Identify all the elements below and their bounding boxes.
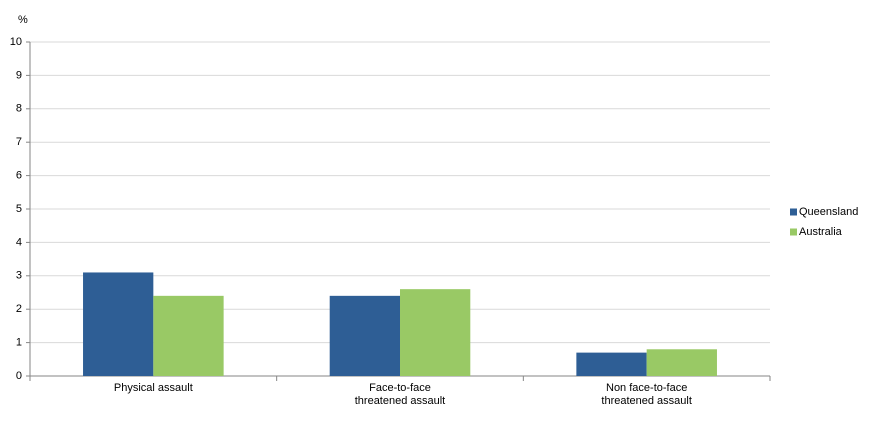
bar [329,295,400,376]
y-tick-label: 2 [16,303,22,315]
y-tick-label: 10 [10,36,22,48]
bar [83,272,154,376]
x-tick-label: Face-to-face threatened assault [355,382,446,407]
y-tick-label: 5 [16,203,22,215]
y-axis-label: % [18,14,28,26]
y-tick-label: 0 [16,370,22,382]
y-tick-label: 3 [16,270,22,282]
legend-swatch [790,208,797,216]
legend-swatch [790,228,797,236]
bar [576,352,647,376]
y-tick-label: 7 [16,136,22,148]
bar [153,295,224,376]
legend-label: Queensland [799,206,858,218]
y-tick-label: 6 [16,170,22,182]
legend-label: Australia [799,226,843,238]
x-tick-label: Non face-to-face threatened assault [601,382,692,407]
bar [646,349,717,376]
y-tick-label: 1 [16,337,22,349]
y-tick-label: 4 [16,236,22,248]
x-tick-label: Physical assault [114,382,193,394]
y-tick-label: 9 [16,69,22,81]
bar [400,289,471,376]
y-tick-label: 8 [16,103,22,115]
